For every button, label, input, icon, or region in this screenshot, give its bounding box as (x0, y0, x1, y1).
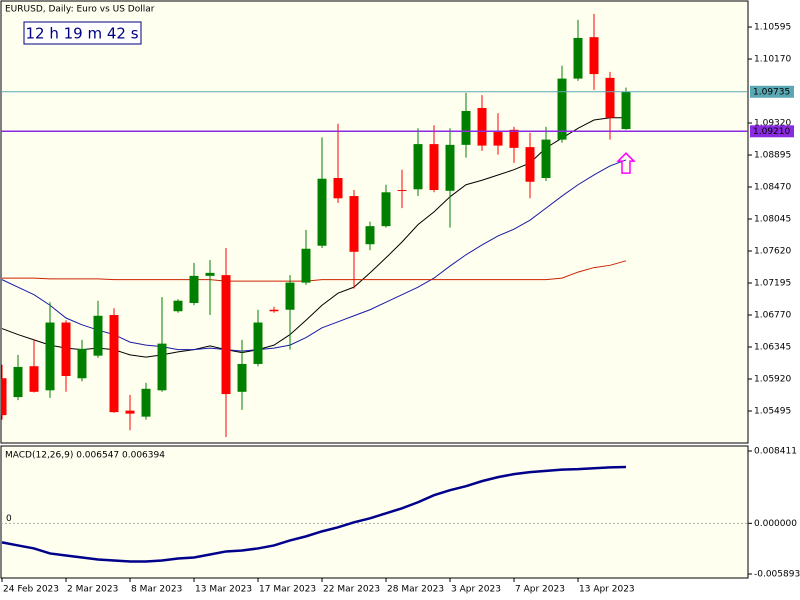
candle-body (349, 196, 359, 252)
candle-body (621, 91, 631, 130)
arrow-marker (616, 152, 636, 174)
candle-body (173, 300, 183, 312)
candle-body (477, 107, 487, 146)
candle-body (29, 366, 39, 392)
candle-body (525, 147, 535, 182)
y-tick-label: 0.008411 (754, 447, 797, 457)
candle-body (333, 177, 343, 199)
candle-body (573, 37, 583, 79)
macd-title: MACD(12,26,9) 0.006547 0.006394 (5, 451, 165, 461)
y-tick-label: 1.06770 (754, 311, 791, 321)
y-tick-label: 1.10595 (754, 23, 791, 33)
candle-body (189, 275, 199, 303)
candle-body (269, 309, 279, 312)
y-tick-label: 1.08895 (754, 151, 791, 161)
candle-body (445, 144, 455, 191)
price-label: 1.09735 (753, 87, 790, 97)
candle-body (205, 272, 215, 276)
x-tick-label: 7 Apr 2023 (515, 585, 565, 595)
x-tick-label: 13 Apr 2023 (579, 585, 635, 595)
macd-line (1, 465, 627, 563)
candle-body (237, 363, 247, 392)
price-label-box (750, 125, 794, 138)
candle-body (93, 315, 103, 356)
x-tick-label: 8 Mar 2023 (131, 585, 182, 595)
x-tick-label: 3 Apr 2023 (451, 585, 501, 595)
candle-body (141, 388, 151, 417)
candle-body (317, 178, 327, 246)
price-layer (1, 13, 748, 437)
candle-body (221, 275, 231, 395)
x-tick-label: 2 Mar 2023 (67, 585, 118, 595)
candle-body (301, 248, 311, 283)
candle-body (157, 343, 167, 391)
candle-body (45, 322, 55, 391)
candle-body (253, 322, 263, 364)
moving-average (1, 159, 627, 352)
price-panel (0, 0, 749, 444)
candle-body (365, 226, 375, 245)
candle-body (77, 348, 87, 379)
moving-average (1, 117, 626, 358)
price-label: 1.09210 (753, 127, 790, 137)
timer: 12 h 19 m 42 s (25, 25, 138, 43)
candle-body (413, 144, 423, 190)
x-tick-label: 28 Mar 2023 (387, 585, 444, 595)
y-tick-label: 1.08470 (754, 183, 791, 193)
y-tick-label: 1.05495 (754, 407, 791, 417)
candle-body (429, 144, 439, 191)
y-tick-label: 0.000000 (754, 519, 797, 529)
chart-title: EURUSD, Daily: Euro vs US Dollar (5, 5, 155, 15)
y-tick-label: 1.06345 (754, 343, 791, 353)
candle-body (109, 315, 119, 413)
x-tick-label: 22 Mar 2023 (323, 585, 380, 595)
candle-body (461, 110, 471, 145)
y-tick-label: 1.07195 (754, 279, 791, 289)
candle-body (605, 77, 615, 118)
candle-body (397, 190, 407, 192)
candle-body (125, 410, 135, 414)
x-tick-label: 13 Mar 2023 (195, 585, 252, 595)
candle-body (285, 282, 295, 310)
level-label: 0 (6, 514, 12, 524)
candle-body (589, 37, 599, 75)
y-tick-label: 1.10170 (754, 55, 791, 65)
y-tick-label: -0.005893 (754, 570, 800, 580)
x-tick-label: 17 Mar 2023 (259, 585, 316, 595)
candle-body (541, 139, 551, 178)
timer-box (23, 21, 142, 45)
y-tick-label: 1.07620 (754, 247, 791, 257)
candle-body (61, 322, 71, 376)
x-tick-label: 24 Feb 2023 (3, 585, 59, 595)
candle-body (13, 366, 23, 398)
moving-average (2, 260, 627, 282)
price-label-box (750, 85, 794, 98)
y-tick-label: 1.09320 (754, 119, 791, 129)
candle-body (381, 192, 391, 227)
y-tick-label: 1.08045 (754, 215, 791, 225)
candle-body (557, 78, 567, 140)
y-tick-label: 1.05920 (754, 375, 791, 385)
macd-panel (0, 445, 749, 579)
candle-body (1, 378, 7, 416)
candle-body (493, 132, 503, 146)
candle-body (509, 129, 519, 148)
macd-layer (1, 465, 748, 563)
